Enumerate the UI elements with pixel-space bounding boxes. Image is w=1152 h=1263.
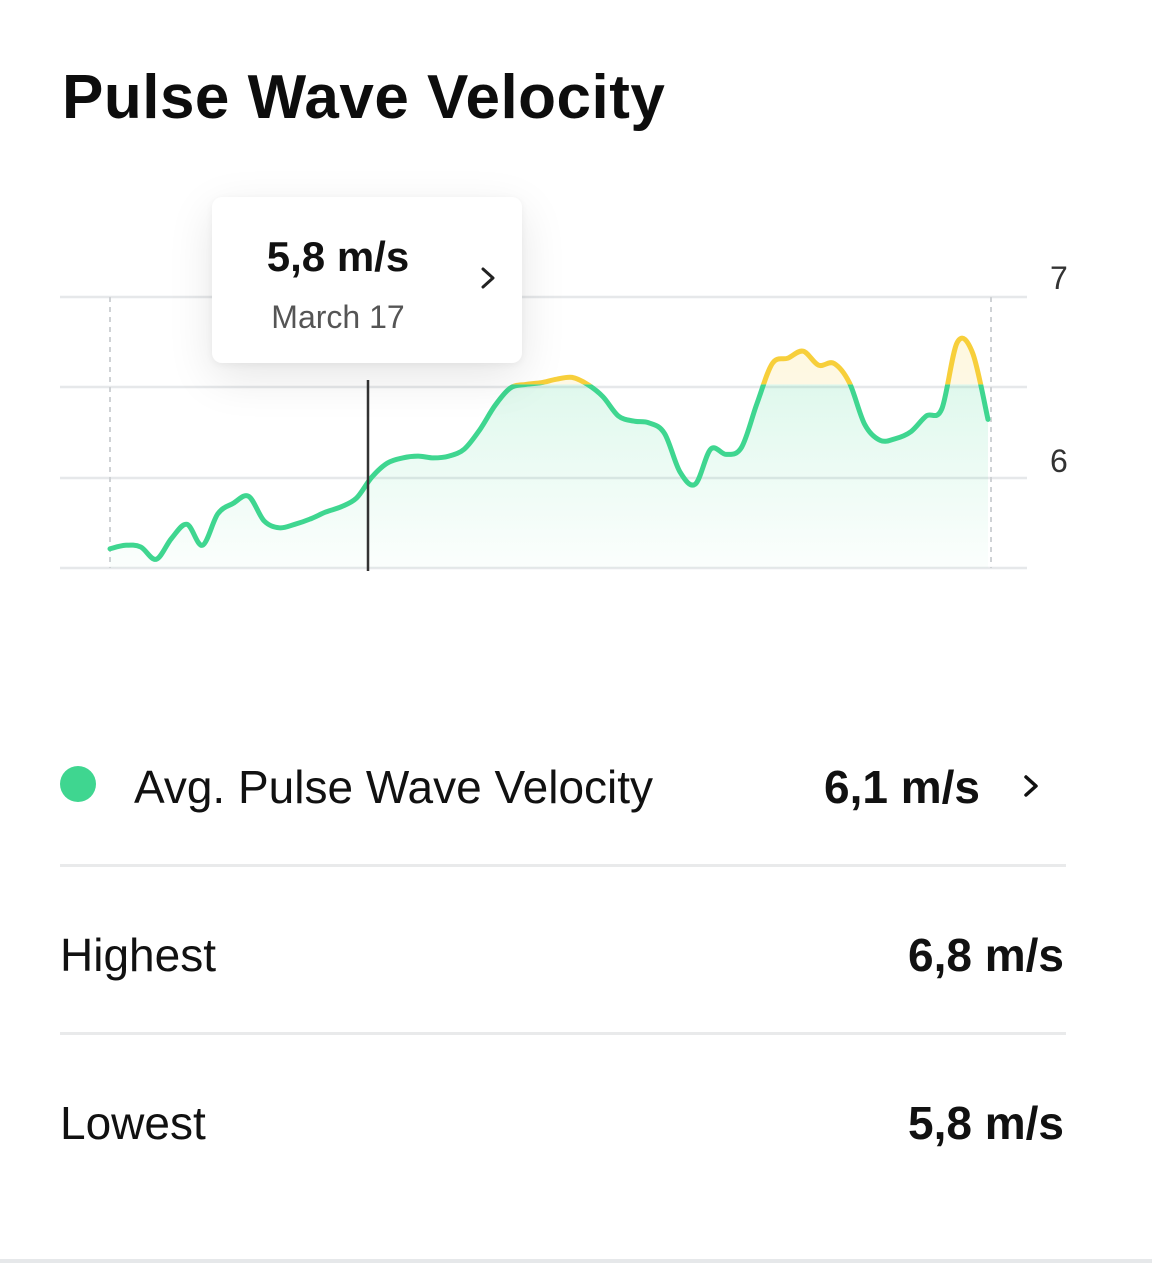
divider xyxy=(60,864,1066,867)
y-axis: 76 xyxy=(1050,260,1068,479)
page-title: Pulse Wave Velocity xyxy=(62,63,666,132)
avg-pwv-label[interactable]: Avg. Pulse Wave Velocity xyxy=(134,761,654,813)
chevron-right-icon[interactable] xyxy=(1018,768,1044,804)
legend-dot xyxy=(60,766,96,802)
chart-area xyxy=(110,338,988,568)
divider xyxy=(60,1032,1066,1035)
series-line-normal xyxy=(107,384,991,562)
chart-series-line xyxy=(107,335,991,562)
y-tick-label: 7 xyxy=(1050,260,1068,296)
chevron-right-icon[interactable] xyxy=(474,261,502,295)
area-fill-normal xyxy=(110,384,988,568)
bottom-divider xyxy=(0,1259,1152,1263)
lowest-label: Lowest xyxy=(60,1097,206,1149)
tooltip-card[interactable]: 5,8 m/s March 17 xyxy=(212,197,522,363)
tooltip-value: 5,8 m/s xyxy=(266,233,410,280)
highest-label: Highest xyxy=(60,929,216,981)
pwv-chart[interactable]: 76 xyxy=(0,0,1152,620)
tooltip-date: March 17 xyxy=(271,299,405,335)
highest-value: 6,8 m/s xyxy=(908,929,1064,981)
avg-pwv-value[interactable]: 6,1 m/s xyxy=(824,761,980,813)
y-tick-label: 6 xyxy=(1050,443,1068,479)
lowest-value: 5,8 m/s xyxy=(908,1097,1064,1149)
series-line-elevated xyxy=(511,335,984,385)
